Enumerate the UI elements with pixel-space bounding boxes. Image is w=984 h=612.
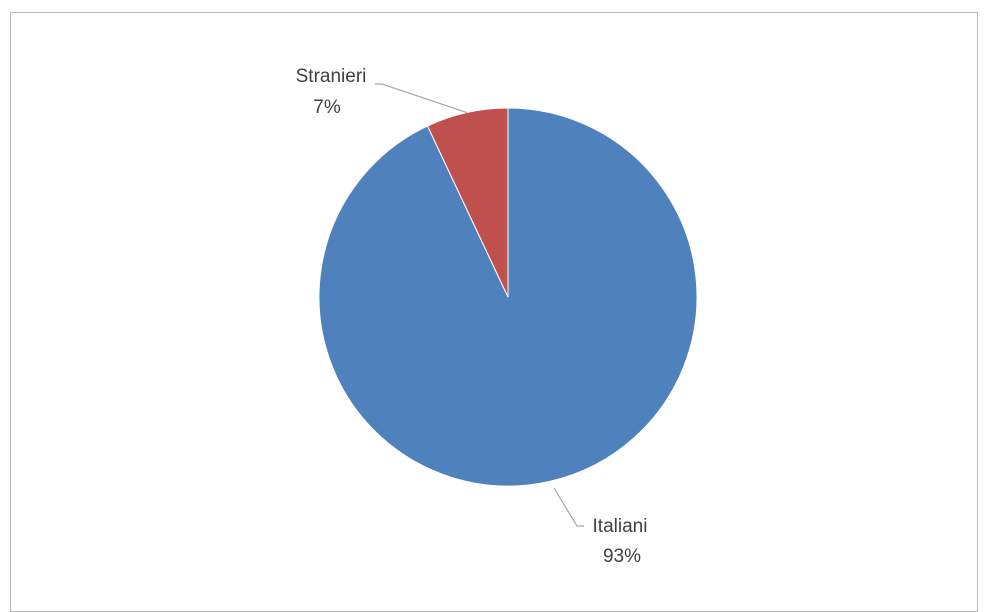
leader-line-italiani — [553, 487, 584, 527]
data-label-stranieri-name: Stranieri — [296, 66, 367, 87]
leader-lines — [375, 83, 584, 527]
data-label-stranieri: Stranieri 7% — [296, 66, 367, 118]
leader-line-stranieri — [375, 83, 467, 114]
pie-chart: Italiani 93% Stranieri 7% — [296, 66, 698, 567]
data-label-stranieri-value: 7% — [313, 97, 341, 118]
data-label-italiani-name: Italiani — [593, 516, 648, 537]
data-label-italiani: Italiani 93% — [593, 516, 648, 567]
data-label-italiani-value: 93% — [603, 546, 641, 567]
pie-slices — [318, 107, 698, 487]
